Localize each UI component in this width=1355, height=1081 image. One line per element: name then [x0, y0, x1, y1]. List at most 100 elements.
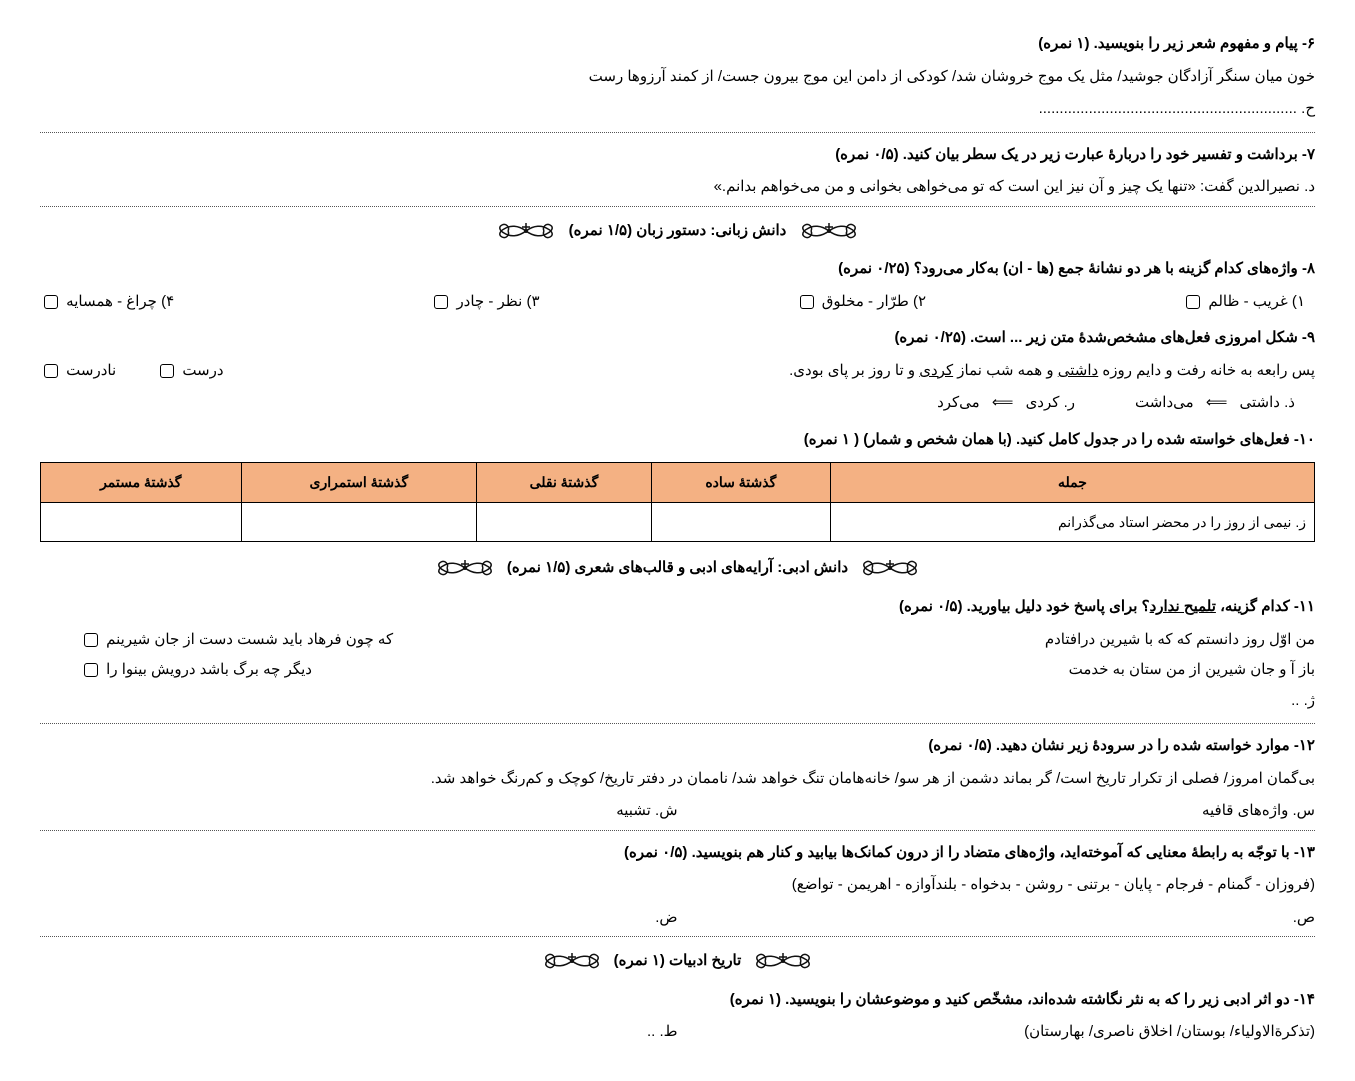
- q11-couplet-2: باز آ و جان شیرین از من ستان به خدمت دیگ…: [40, 656, 1315, 685]
- ornament-icon: [799, 217, 859, 246]
- q8-opt-4[interactable]: ۴) چراغ - همسایه: [40, 288, 174, 317]
- q13-words: (فروزان - گمنام - فرجام - پایان - برتنی …: [40, 871, 1315, 900]
- hemistich-1a: من اوّل روز دانستم که که با شیرین درافتا…: [698, 626, 1316, 655]
- q9-form2-dst: می‌کرد: [937, 394, 980, 411]
- q9-form-2: ر. کردی ⟸ می‌کرد: [937, 389, 1075, 418]
- dotted-separator: [40, 830, 1315, 831]
- q10-table: جمله گذشتهٔ ساده گذشتهٔ نقلی گذشتهٔ استم…: [40, 462, 1315, 542]
- dotted-separator: [40, 206, 1315, 207]
- q8-options: ۱) غریب - ظالم ۲) طرّار - مخلوق ۳) نظر -…: [40, 288, 1315, 317]
- q9-form1-src: ذ. داشتی: [1240, 394, 1295, 411]
- q10-prompt: ۱۰- فعل‌های خواسته شده را در جدول کامل ک…: [804, 431, 1315, 448]
- q14-blank: ط. ..: [40, 1018, 678, 1047]
- q13-prompt: ۱۳- با توجّه به رابطهٔ معنایی که آموخته‌…: [624, 844, 1315, 861]
- question-6: ۶- پیام و مفهوم شعر زیر را بنویسید. (۱ ن…: [40, 30, 1315, 59]
- q14-prompt: ۱۴- دو اثر ادبی زیر را که به نثر نگاشته …: [730, 991, 1315, 1008]
- table-row: ز. نیمی از روز را در محضر استاد می‌گذران…: [41, 502, 1315, 542]
- q6-verse: خون میان سنگر آزادگان جوشید/ مثل یک موج …: [40, 63, 1315, 92]
- arrow-icon: ⟸: [1206, 394, 1228, 411]
- q9-form-1: ذ. داشتی ⟸ می‌داشت: [1135, 389, 1295, 418]
- section-history-title: تاریخ ادبیات (۱ نمره): [614, 947, 742, 976]
- ornament-icon: [860, 554, 920, 583]
- question-8: ۸- واژه‌های کدام گزینه با هر دو نشانهٔ ج…: [40, 255, 1315, 284]
- q8-opt-3-label: ۳) نظر - چادر: [456, 293, 539, 310]
- q8-opt-3[interactable]: ۳) نظر - چادر: [430, 288, 539, 317]
- question-13: ۱۳- با توجّه به رابطهٔ معنایی که آموخته‌…: [40, 839, 1315, 868]
- col-progressive-past: گذشتهٔ مستمر: [41, 463, 242, 503]
- q12-poem: بی‌گمان امروز/ فصلی از تکرار تاریخ است/ …: [40, 765, 1315, 794]
- question-9: ۹- شکل امروزی فعل‌های مشخص‌شدهٔ متن زیر …: [40, 324, 1315, 353]
- dotted-separator: [40, 723, 1315, 724]
- q14-works-row: (تذکرةالاولیاء/ بوستان/ اخلاق ناصری/ بها…: [40, 1018, 1315, 1047]
- q7-quote: د. نصیرالدین گفت: «تنها یک چیز و آن نیز …: [40, 173, 1315, 202]
- table-header-row: جمله گذشتهٔ ساده گذشتهٔ نقلی گذشتهٔ استم…: [41, 463, 1315, 503]
- checkbox-icon[interactable]: [84, 663, 98, 677]
- col-simple-past: گذشتهٔ ساده: [651, 463, 830, 503]
- q13-answers: ص. ض.: [40, 904, 1315, 933]
- ornament-icon: [753, 947, 813, 976]
- question-12: ۱۲- موارد خواسته شده را در سرودهٔ زیر نش…: [40, 732, 1315, 761]
- cell-blank[interactable]: [477, 502, 652, 542]
- col-sentence: جمله: [830, 463, 1314, 503]
- hemistich-1b: که چون فرهاد باید شست دست از جان شیرینم: [40, 626, 698, 655]
- checkbox-icon[interactable]: [800, 295, 814, 309]
- q13-col-2: ض.: [40, 904, 678, 933]
- question-11: ۱۱- کدام گزینه، تلمیح ندارد؟ برای پاسخ خ…: [40, 593, 1315, 622]
- q13-col-1: ص.: [678, 904, 1316, 933]
- q9-truefalse: درست نادرست: [40, 357, 300, 386]
- dotted-separator: [40, 132, 1315, 133]
- q6-blank: ح. .....................................…: [40, 95, 1315, 124]
- q8-opt-1-label: ۱) غریب - ظالم: [1208, 293, 1305, 310]
- arrow-icon: ⟸: [992, 394, 1014, 411]
- cell-blank[interactable]: [651, 502, 830, 542]
- q12-answers: س. واژه‌های قافیه ش. تشبیه: [40, 797, 1315, 826]
- q8-opt-1[interactable]: ۱) غریب - ظالم: [1182, 288, 1305, 317]
- row-sentence: ز. نیمی از روز را در محضر استاد می‌گذران…: [830, 502, 1314, 542]
- q9-form2-src: ر. کردی: [1026, 394, 1075, 411]
- q8-opt-2-label: ۲) طرّار - مخلوق: [822, 293, 926, 310]
- q9-row-text: پس رابعه به خانه رفت و دایم روزه داشتی و…: [40, 357, 1315, 386]
- question-7: ۷- برداشت و تفسیر خود را دربارهٔ عبارت ز…: [40, 141, 1315, 170]
- question-10: ۱۰- فعل‌های خواسته شده را در جدول کامل ک…: [40, 426, 1315, 455]
- hemistich-2b: دیگر چه برگ باشد درویش بینوا را: [40, 656, 698, 685]
- q6-prompt: ۶- پیام و مفهوم شعر زیر را بنویسید. (۱ ن…: [1038, 35, 1315, 52]
- cell-blank[interactable]: [41, 502, 242, 542]
- checkbox-icon[interactable]: [44, 364, 58, 378]
- q11-couplet-1: من اوّل روز دانستم که که با شیرین درافتا…: [40, 626, 1315, 655]
- false-label: نادرست: [66, 362, 116, 379]
- dotted-separator: [40, 936, 1315, 937]
- section-grammar-banner: دانش زبانی: دستور زبان (۱/۵ نمره): [40, 217, 1315, 246]
- hemi1b-text: که چون فرهاد باید شست دست از جان شیرینم: [106, 631, 393, 648]
- checkbox-icon[interactable]: [44, 295, 58, 309]
- q9-prompt: ۹- شکل امروزی فعل‌های مشخص‌شدهٔ متن زیر …: [894, 329, 1315, 346]
- true-label: درست: [182, 362, 223, 379]
- checkbox-icon[interactable]: [434, 295, 448, 309]
- section-grammar-title: دانش زبانی: دستور زبان (۱/۵ نمره): [569, 217, 787, 246]
- ornament-icon: [496, 217, 556, 246]
- q8-prompt: ۸- واژه‌های کدام گزینه با هر دو نشانهٔ ج…: [838, 260, 1315, 277]
- checkbox-icon[interactable]: [84, 633, 98, 647]
- hemi2b-text: دیگر چه برگ باشد درویش بینوا را: [106, 661, 312, 678]
- col-narrative-past: گذشتهٔ نقلی: [477, 463, 652, 503]
- q14-works: (تذکرةالاولیاء/ بوستان/ اخلاق ناصری/ بها…: [678, 1018, 1316, 1047]
- q9-forms: ذ. داشتی ⟸ می‌داشت ر. کردی ⟸ می‌کرد: [40, 389, 1315, 418]
- checkbox-icon[interactable]: [1186, 295, 1200, 309]
- q11-blank: ژ. ..: [40, 687, 1315, 716]
- section-history-banner: تاریخ ادبیات (۱ نمره): [40, 947, 1315, 976]
- section-literary-title: دانش ادبی: آرایه‌های ادبی و قالب‌های شعر…: [507, 554, 848, 583]
- ornament-icon: [542, 947, 602, 976]
- q8-opt-4-label: ۴) چراغ - همسایه: [66, 293, 174, 310]
- cell-blank[interactable]: [241, 502, 477, 542]
- section-literary-banner: دانش ادبی: آرایه‌های ادبی و قالب‌های شعر…: [40, 554, 1315, 583]
- q7-prompt: ۷- برداشت و تفسیر خود را دربارهٔ عبارت ز…: [835, 146, 1315, 163]
- question-14: ۱۴- دو اثر ادبی زیر را که به نثر نگاشته …: [40, 986, 1315, 1015]
- q12-col-2: ش. تشبیه: [40, 797, 678, 826]
- ornament-icon: [435, 554, 495, 583]
- q9-text: پس رابعه به خانه رفت و دایم روزه داشتی و…: [300, 357, 1315, 386]
- hemistich-2a: باز آ و جان شیرین از من ستان به خدمت: [698, 656, 1316, 685]
- checkbox-icon[interactable]: [160, 364, 174, 378]
- q8-opt-2[interactable]: ۲) طرّار - مخلوق: [796, 288, 926, 317]
- col-continuous-past: گذشتهٔ استمراری: [241, 463, 477, 503]
- q9-true[interactable]: درست: [156, 357, 223, 386]
- q9-false[interactable]: نادرست: [40, 357, 116, 386]
